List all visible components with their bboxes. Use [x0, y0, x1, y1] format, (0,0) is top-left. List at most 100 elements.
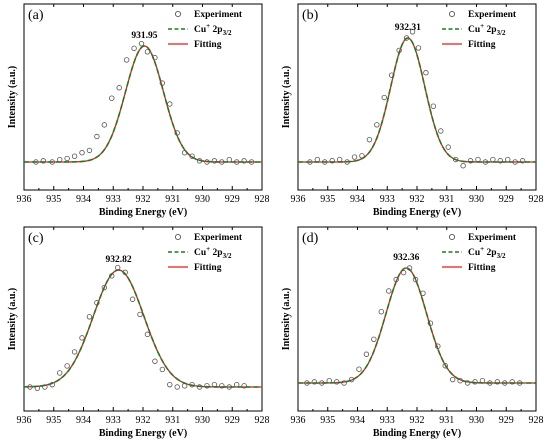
x-tick-label: 930 [469, 415, 484, 426]
x-tick-label: 935 [46, 415, 61, 426]
x-tick-label: 930 [195, 415, 210, 426]
experiment-point [204, 159, 210, 165]
x-tick-label: 935 [320, 415, 335, 426]
experiment-point [389, 72, 395, 78]
y-axis-title: Intensity (a.u.) [281, 66, 292, 129]
legend-experiment-label: Experiment [468, 10, 517, 20]
experiment-point [403, 35, 410, 41]
x-axis-title: Binding Energy (eV) [373, 428, 461, 439]
peak-position-label: 932.36 [393, 253, 419, 263]
legend-experiment-marker [448, 10, 456, 18]
experiment-point [226, 384, 232, 390]
experiment-point [64, 155, 70, 162]
x-tick-label: 933 [380, 194, 395, 205]
x-tick-label: 933 [380, 415, 395, 426]
legend-experiment-marker [174, 233, 182, 241]
component-curve [298, 267, 536, 384]
x-tick-label: 931 [439, 194, 454, 205]
experiment-point [386, 288, 392, 294]
y-axis-title: Intensity (a.u.) [7, 66, 18, 129]
experiment-point [329, 158, 335, 164]
experiment-point [304, 380, 310, 386]
peak-position-label: 931.95 [131, 31, 157, 41]
experiment-point [86, 314, 93, 320]
experiment-point [234, 159, 240, 165]
experiment-point [71, 153, 78, 159]
experiment-point [435, 343, 441, 349]
experiment-point [234, 381, 240, 388]
experiment-point [167, 101, 173, 107]
experiment-point [482, 159, 489, 165]
experiment-point [322, 159, 328, 165]
experiment-point [420, 290, 426, 296]
experiment-point [174, 130, 180, 136]
x-tick-label: 931 [165, 194, 180, 205]
experiment-point [101, 122, 108, 128]
experiment-point [438, 128, 444, 134]
x-tick-label: 934 [76, 415, 91, 426]
experiment-point [204, 383, 210, 389]
experiment-point [351, 154, 358, 160]
x-tick-label: 934 [76, 194, 91, 205]
experiment-point [326, 378, 332, 384]
x-tick-label: 928 [529, 194, 544, 205]
x-axis-title: Binding Energy (eV) [99, 428, 187, 439]
experiment-point [109, 273, 115, 279]
experiment-point [122, 269, 128, 276]
x-tick-label: 933 [106, 194, 121, 205]
experiment-point [341, 380, 347, 386]
x-tick-label: 932 [136, 415, 151, 426]
x-tick-label: 932 [410, 415, 425, 426]
experiment-point [196, 158, 203, 164]
experiment-point [452, 156, 459, 163]
experiment-point [450, 376, 456, 383]
legend-experiment-marker [448, 233, 456, 241]
experiment-point [378, 309, 384, 315]
panel-label: (c) [28, 231, 44, 246]
experiment-point [393, 276, 399, 283]
experiment-point [174, 384, 180, 390]
experiment-point [42, 384, 48, 390]
experiment-point [359, 153, 365, 159]
experiment-point [49, 159, 55, 165]
experiment-point [101, 284, 108, 291]
panel-label: (a) [28, 8, 44, 23]
legend-fitting-label: Fitting [194, 40, 222, 50]
y-axis-title: Intensity (a.u.) [7, 288, 18, 351]
x-tick-label: 932 [410, 194, 425, 205]
x-tick-label: 935 [320, 194, 335, 205]
x-axis-title: Binding Energy (eV) [373, 207, 461, 218]
experiment-point [406, 265, 413, 271]
experiment-point [94, 300, 100, 306]
experiment-point [445, 144, 451, 150]
experiment-point [64, 363, 70, 369]
x-tick-label: 934 [350, 415, 365, 426]
panel-label: (b) [302, 8, 319, 23]
experiment-point [94, 133, 100, 140]
experiment-point [467, 158, 474, 164]
x-tick-label: 933 [106, 415, 121, 426]
experiment-point [396, 47, 402, 54]
x-tick-label: 935 [46, 194, 61, 205]
x-tick-label: 928 [255, 415, 270, 426]
experiment-point [181, 150, 188, 156]
x-tick-label: 928 [255, 194, 270, 205]
legend-fitting-label: Fitting [468, 263, 496, 273]
legend-component-label: Cu+ 2p3/2 [194, 22, 232, 37]
legend-component-label: Cu+ 2p3/2 [468, 245, 506, 260]
experiment-point [475, 156, 481, 163]
experiment-point [427, 320, 434, 326]
x-axis-title: Binding Energy (eV) [99, 207, 187, 218]
experiment-point [144, 49, 151, 55]
experiment-point [460, 163, 466, 169]
experiment-point [79, 150, 85, 156]
x-tick-label: 936 [291, 194, 306, 205]
experiment-point [27, 384, 33, 390]
legend-fitting-label: Fitting [194, 263, 222, 273]
experiment-point [137, 311, 143, 318]
chart-panel-2: 936 935 934 933 932 931 930 929 928 Binding Energ… [281, 3, 544, 218]
experiment-point [241, 158, 247, 164]
x-tick-label: 931 [439, 415, 454, 426]
experiment-point [519, 158, 526, 164]
experiment-point [241, 383, 247, 389]
